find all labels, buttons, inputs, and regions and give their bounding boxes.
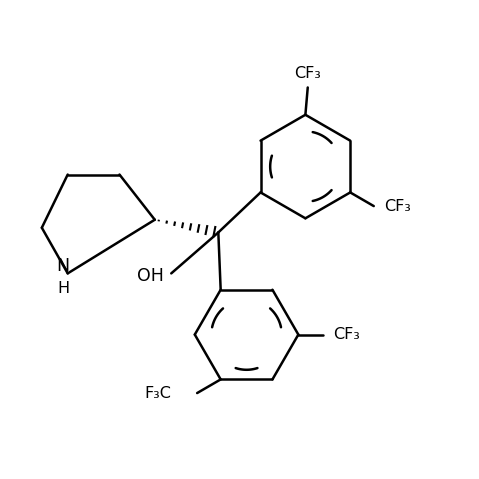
Text: CF₃: CF₃ (294, 66, 321, 81)
Text: CF₃: CF₃ (333, 327, 360, 342)
Text: OH: OH (137, 267, 164, 285)
Text: F₃C: F₃C (144, 386, 171, 400)
Text: H: H (57, 281, 69, 296)
Text: CF₃: CF₃ (384, 199, 411, 214)
Text: N: N (57, 257, 69, 275)
